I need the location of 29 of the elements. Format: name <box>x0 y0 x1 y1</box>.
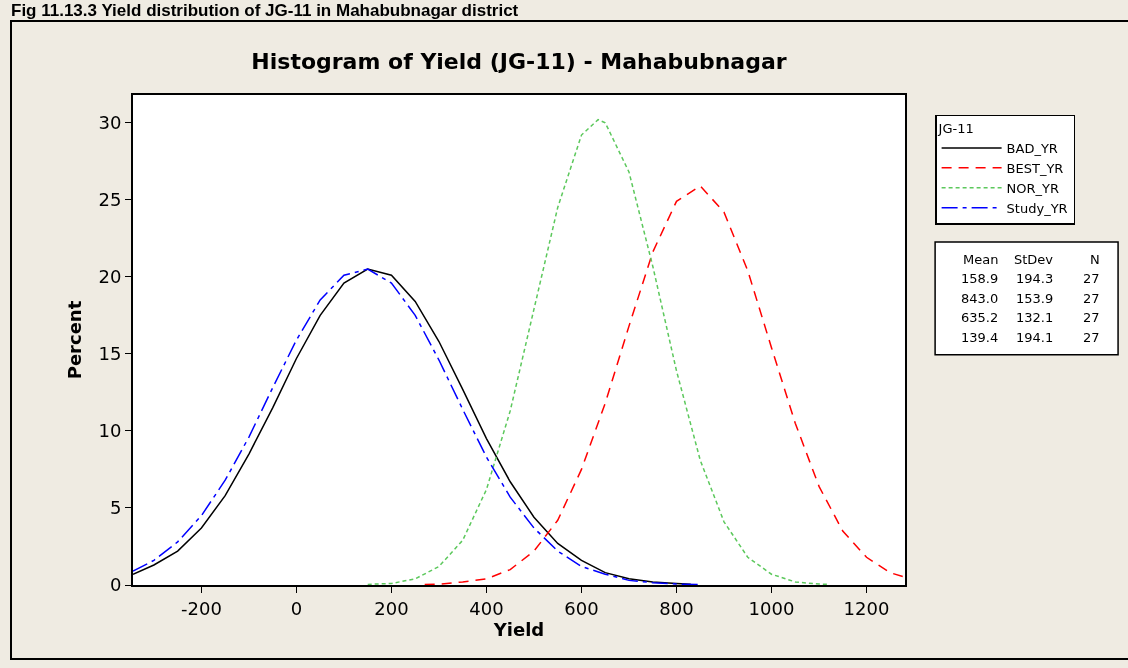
x-tick-label: 200 <box>374 597 409 619</box>
x-tick-label: 1000 <box>748 597 795 619</box>
text: 158.9 194.3 27 <box>961 271 1100 286</box>
caption: Fig 11.13.3 Yield distribution of JG-11 in Mahabubnagar district <box>11 1 519 20</box>
text: 843.0 153.9 27 <box>961 291 1100 306</box>
x-tick-label: 600 <box>564 597 599 619</box>
x-tick-label: 0 <box>290 597 303 619</box>
legend-label: NOR_YR <box>1006 180 1060 196</box>
text: Mean StDev N <box>963 252 1100 267</box>
y-axis-title: Percent <box>64 300 86 380</box>
x-tick-label: 800 <box>659 597 694 619</box>
x-axis-title: Yield <box>492 618 545 640</box>
y-tick-label: 10 <box>98 420 122 442</box>
x-tick-label: -200 <box>180 597 222 619</box>
text: 635.2 132.1 27 <box>961 310 1100 325</box>
y-tick-label: 25 <box>98 189 122 211</box>
y-tick-label: 5 <box>109 497 122 519</box>
legend-title: JG-11 <box>937 121 974 136</box>
legend-label: Study_YR <box>1006 200 1068 216</box>
legend-label: BEST_YR <box>1006 160 1064 176</box>
y-tick-label: 0 <box>109 574 122 596</box>
y-tick-label: 15 <box>98 343 122 365</box>
chart-title: Histogram of Yield (JG-11) - Mahabubnagar <box>251 49 787 75</box>
text: 139.4 194.1 27 <box>961 330 1100 345</box>
x-tick-label: 1200 <box>843 597 890 619</box>
legend-label: BAD_YR <box>1006 141 1058 157</box>
y-tick-label: 30 <box>98 112 122 134</box>
x-tick-label: 400 <box>469 597 504 619</box>
y-tick-label: 20 <box>98 266 122 288</box>
